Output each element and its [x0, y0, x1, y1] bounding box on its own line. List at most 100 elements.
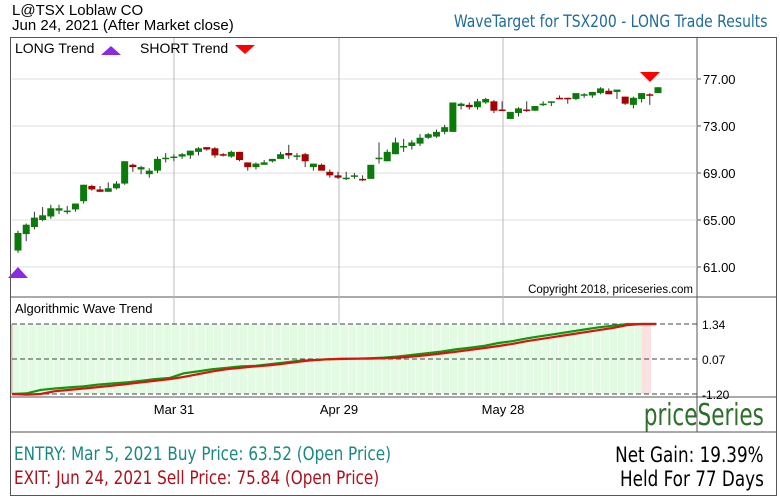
- trend-bg-bar: [54, 324, 62, 394]
- date-tick-label: May 28: [482, 402, 525, 417]
- candle-body: [244, 162, 252, 168]
- candle-body: [654, 87, 662, 94]
- candle-body: [580, 94, 588, 96]
- date-tick-label: Mar 31: [154, 402, 194, 417]
- trend-bg-bar: [45, 324, 54, 394]
- copyright-text: Copyright 2018, priceseries.com: [528, 284, 693, 296]
- candle-body: [564, 97, 572, 100]
- wave-tick-label: -1.20: [702, 388, 730, 402]
- candle-body: [260, 162, 268, 165]
- trend-bg-bar: [407, 324, 416, 394]
- candle-body: [556, 97, 564, 100]
- candle-body: [515, 108, 523, 114]
- wave-tick-label: 0.07: [702, 353, 726, 367]
- candle-body: [186, 150, 194, 156]
- candle-body: [531, 106, 539, 111]
- legend-long-label: LONG Trend: [15, 40, 94, 56]
- trend-bg-bar: [415, 324, 424, 394]
- candle-body: [252, 163, 260, 168]
- trend-bg-start: [11, 324, 13, 394]
- wave-tick-label: 1.34: [702, 318, 726, 332]
- trend-bg-bar: [399, 324, 407, 394]
- candle-body: [506, 111, 514, 119]
- trend-bg-bar: [256, 324, 264, 394]
- indicator-label: Algorithmic Wave Trend: [15, 301, 153, 316]
- trend-bg-bar: [230, 324, 239, 394]
- trend-bg-bar: [79, 324, 88, 394]
- page-title: WaveTarget for TSX200 - LONG Trade Resul…: [454, 12, 768, 32]
- candle-body: [170, 156, 178, 159]
- trend-bg-bar: [205, 324, 214, 394]
- candle-body: [605, 90, 613, 95]
- trend-bg-bar: [550, 324, 559, 394]
- price-tick-label: 69.00: [703, 166, 736, 181]
- candle-body: [137, 167, 145, 170]
- chart-frame: [10, 37, 777, 496]
- candle-body: [326, 171, 334, 176]
- candle-body: [416, 137, 424, 144]
- candle-body: [96, 189, 104, 192]
- candle-body: [30, 217, 38, 228]
- candle-body: [301, 154, 309, 162]
- candle-body: [195, 148, 203, 152]
- candle-body: [547, 101, 555, 103]
- candle-body: [523, 109, 531, 112]
- wave-line-slow: [11, 322, 656, 396]
- candle-body: [646, 94, 654, 96]
- candle-body: [621, 96, 629, 104]
- trend-bg-bar: [87, 324, 96, 394]
- net-gain: Net Gain: 19.39%: [615, 443, 764, 467]
- candle-body: [63, 210, 71, 213]
- trend-bg-bar: [559, 324, 567, 394]
- candle-body: [227, 151, 235, 157]
- candle-body: [88, 185, 96, 190]
- candle-body: [400, 145, 408, 148]
- candle-body: [482, 98, 490, 103]
- long-trend-marker-icon: [8, 267, 28, 278]
- candle-body: [629, 97, 637, 105]
- candle-body: [490, 101, 498, 111]
- candle-body: [539, 103, 547, 106]
- date-tick-label: Apr 29: [320, 402, 358, 417]
- trend-bg-bar: [70, 324, 79, 394]
- candle-body: [441, 127, 449, 132]
- candle-body: [285, 153, 293, 156]
- candle-body: [613, 89, 621, 92]
- candle-body: [236, 151, 244, 161]
- legend-short-label: SHORT Trend: [140, 40, 228, 56]
- candle-body: [47, 208, 55, 217]
- candle-body: [55, 208, 63, 211]
- candle-body: [342, 177, 350, 180]
- candle-body: [383, 151, 391, 162]
- candle-body: [449, 102, 457, 132]
- candle-body: [318, 164, 326, 171]
- candle-body: [498, 109, 506, 112]
- trend-bg-bar: [542, 324, 550, 394]
- candle-body: [129, 164, 137, 168]
- date-subtitle: Jun 24, 2021 (After Market close): [12, 17, 234, 34]
- candle-body: [71, 203, 79, 210]
- exit-summary: EXIT: Jun 24, 2021 Sell Price: 75.84 (Op…: [14, 467, 380, 489]
- trend-bg-bar: [213, 324, 222, 394]
- trend-bg-bar: [197, 324, 205, 394]
- candle-body: [588, 91, 596, 96]
- trend-bg-bar: [222, 324, 231, 394]
- trend-bg-bar: [247, 324, 256, 394]
- candle-body: [162, 157, 170, 160]
- candle-body: [334, 175, 342, 178]
- brand-logo: priceSeries: [643, 398, 764, 433]
- candle-body: [572, 93, 580, 99]
- trend-bg-bar: [575, 324, 584, 394]
- candle-body: [359, 178, 367, 181]
- candle-body: [391, 142, 399, 155]
- candle-body: [39, 215, 47, 220]
- candle-body: [457, 103, 465, 107]
- short-trend-marker-icon: [640, 72, 660, 82]
- trend-bg-bar: [62, 324, 71, 394]
- candle-body: [14, 232, 22, 251]
- candle-body: [203, 147, 211, 150]
- candle-body: [145, 170, 153, 175]
- candle-body: [178, 154, 186, 157]
- candle-body: [424, 134, 432, 138]
